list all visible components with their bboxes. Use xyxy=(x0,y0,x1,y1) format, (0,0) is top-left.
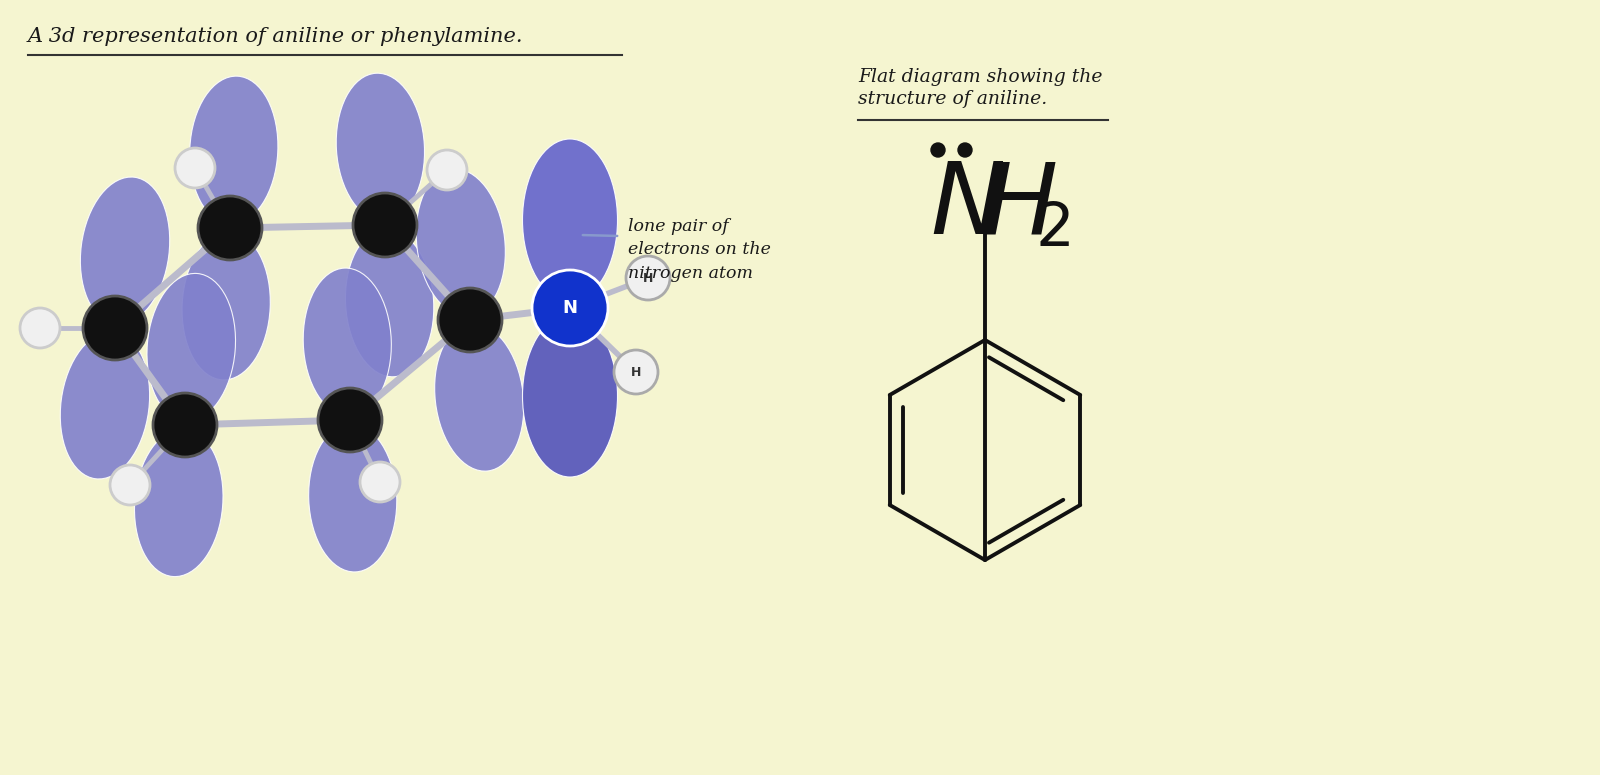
Text: structure of aniline.: structure of aniline. xyxy=(858,90,1048,108)
Ellipse shape xyxy=(523,315,618,477)
Ellipse shape xyxy=(336,73,424,221)
Circle shape xyxy=(531,270,608,346)
Ellipse shape xyxy=(346,229,434,377)
Text: H: H xyxy=(982,158,1058,255)
Circle shape xyxy=(110,465,150,505)
Text: H: H xyxy=(643,271,653,284)
Ellipse shape xyxy=(134,429,222,577)
Text: N: N xyxy=(563,299,578,317)
Text: A 3d representation of aniline or phenylamine.: A 3d representation of aniline or phenyl… xyxy=(29,27,523,46)
Text: lone pair of
electrons on the
nitrogen atom: lone pair of electrons on the nitrogen a… xyxy=(627,218,771,282)
Circle shape xyxy=(614,350,658,394)
Circle shape xyxy=(931,143,946,157)
Text: H: H xyxy=(630,366,642,378)
Ellipse shape xyxy=(147,274,235,421)
Ellipse shape xyxy=(309,424,397,572)
Ellipse shape xyxy=(61,332,150,479)
Circle shape xyxy=(427,150,467,190)
Ellipse shape xyxy=(523,139,618,301)
Circle shape xyxy=(438,288,502,352)
Circle shape xyxy=(19,308,61,348)
Circle shape xyxy=(360,462,400,502)
Ellipse shape xyxy=(182,232,270,380)
Ellipse shape xyxy=(190,76,278,224)
Circle shape xyxy=(354,193,418,257)
Circle shape xyxy=(318,388,382,452)
Text: Flat diagram showing the: Flat diagram showing the xyxy=(858,68,1102,86)
Ellipse shape xyxy=(80,177,170,324)
Circle shape xyxy=(958,143,973,157)
Circle shape xyxy=(154,393,218,457)
Circle shape xyxy=(626,256,670,300)
Ellipse shape xyxy=(435,324,523,471)
Ellipse shape xyxy=(304,268,392,416)
Text: N: N xyxy=(930,158,1005,255)
Text: 2: 2 xyxy=(1035,200,1074,259)
Circle shape xyxy=(198,196,262,260)
Ellipse shape xyxy=(416,169,506,316)
Circle shape xyxy=(83,296,147,360)
Circle shape xyxy=(174,148,214,188)
